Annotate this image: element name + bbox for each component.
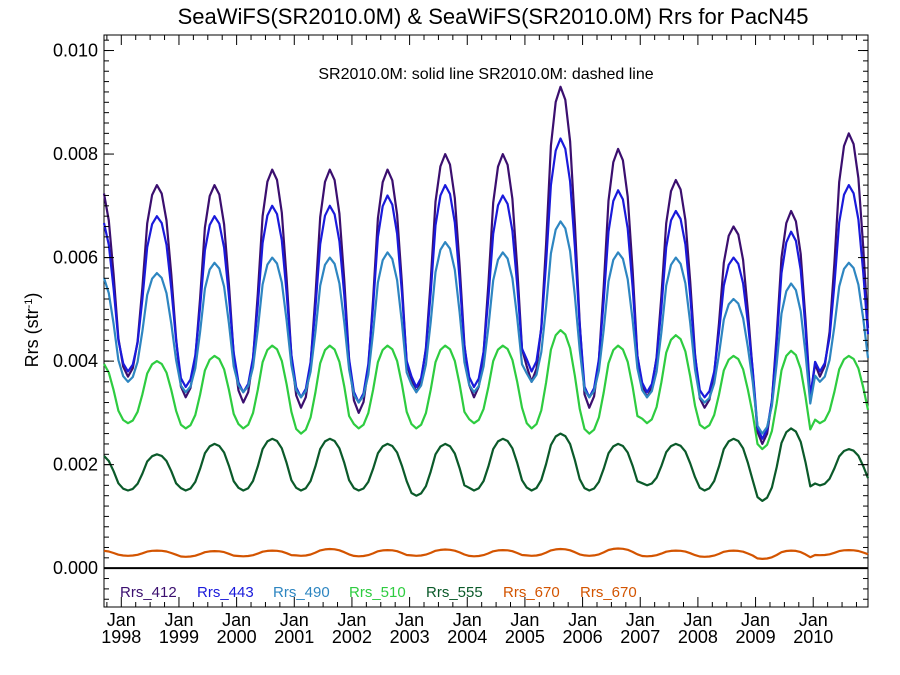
x-tick-label-year: 2005 <box>505 627 545 647</box>
y-tick-label: 0.004 <box>53 351 98 371</box>
legend-item: Rrs_443 <box>197 584 254 601</box>
y-tick-label: 0.008 <box>53 144 98 164</box>
y-tick-label: 0.002 <box>53 455 98 475</box>
x-tick-label-month: Jan <box>683 610 712 630</box>
y-axis-label-sup: -1 <box>23 299 35 309</box>
x-tick-label-month: Jan <box>337 610 366 630</box>
legend-item: Rrs_670 <box>580 584 637 601</box>
chart-annotation: SR2010.0M: solid line SR2010.0M: dashed … <box>318 66 653 83</box>
x-tick-label-month: Jan <box>164 610 193 630</box>
x-tick-label-month: Jan <box>741 610 770 630</box>
legend-item: Rrs_555 <box>426 584 483 601</box>
y-axis-label-close: ) <box>22 293 42 299</box>
x-tick-label-year: 2010 <box>793 627 833 647</box>
series-line <box>102 220 870 435</box>
chart-title: SeaWiFS(SR2010.0M) & SeaWiFS(SR2010.0M) … <box>178 4 809 29</box>
y-tick-label: 0.010 <box>53 41 98 61</box>
legend: Rrs_412 Rrs_443 Rrs_490 Rrs_510 Rrs_555 Rrs_6… <box>120 584 637 601</box>
series-line <box>102 137 870 440</box>
x-tick-label-year: 2003 <box>390 627 430 647</box>
x-tick-label-year: 2006 <box>563 627 603 647</box>
ticks: 0.0000.0020.0040.0060.0080.010Jan1998Jan… <box>53 35 868 647</box>
y-tick-label: 0.000 <box>53 558 98 578</box>
x-tick-label-month: Jan <box>280 610 309 630</box>
series-line <box>103 427 870 502</box>
x-tick-label-year: 2008 <box>678 627 718 647</box>
series-line <box>103 329 870 451</box>
y-axis-label-main: Rrs (str <box>22 308 42 367</box>
x-tick-label-year: 2004 <box>447 627 487 647</box>
x-tick-label-year: 2001 <box>274 627 314 647</box>
x-tick-label-month: Jan <box>453 610 482 630</box>
legend-item: Rrs_670 <box>503 584 560 601</box>
x-tick-label-month: Jan <box>510 610 539 630</box>
x-tick-label-month: Jan <box>799 610 828 630</box>
x-tick-label-year: 1999 <box>159 627 199 647</box>
series-layer <box>102 85 870 560</box>
x-tick-label-month: Jan <box>395 610 424 630</box>
x-tick-label-year: 2002 <box>332 627 372 647</box>
x-tick-label-year: 1998 <box>101 627 141 647</box>
x-tick-label-year: 2009 <box>736 627 776 647</box>
y-axis-label: Rrs (str-1) <box>22 293 42 368</box>
x-tick-label-month: Jan <box>568 610 597 630</box>
series-line <box>103 547 869 560</box>
legend-item: Rrs_412 <box>120 584 177 601</box>
x-tick-label-month: Jan <box>222 610 251 630</box>
legend-item: Rrs_510 <box>349 584 406 601</box>
x-tick-label-month: Jan <box>626 610 655 630</box>
x-tick-label-year: 2007 <box>620 627 660 647</box>
x-tick-label-year: 2000 <box>217 627 257 647</box>
legend-item: Rrs_490 <box>273 584 330 601</box>
x-tick-label-month: Jan <box>107 610 136 630</box>
y-tick-label: 0.006 <box>53 248 98 268</box>
